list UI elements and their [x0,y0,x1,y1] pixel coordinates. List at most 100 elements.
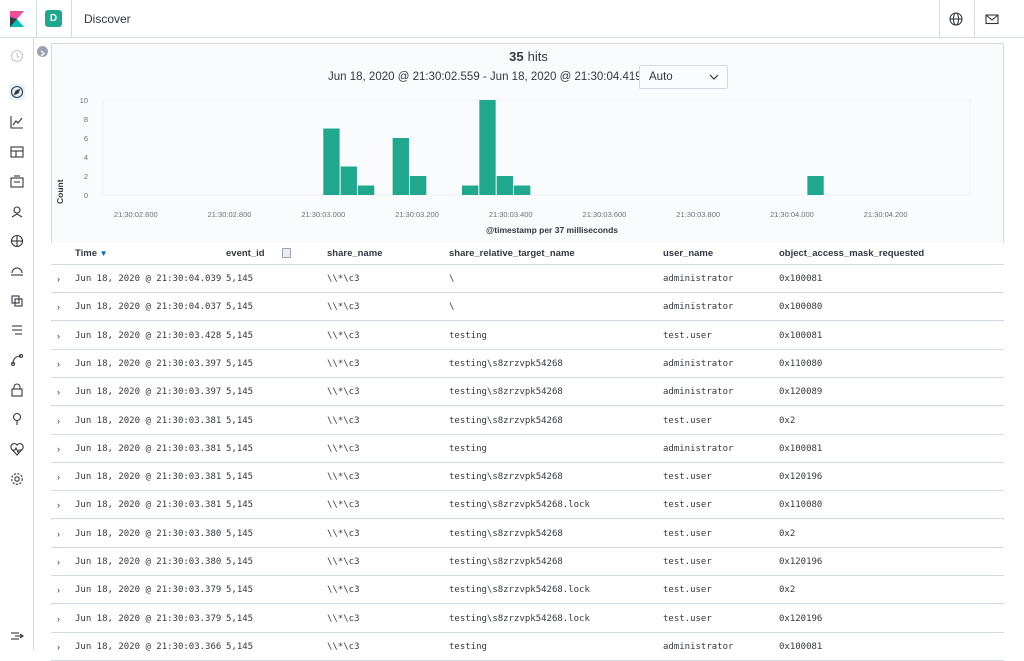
expand-row-icon[interactable]: › [57,472,60,483]
table-row[interactable]: › Jun 18, 2020 @ 21:30:03.379 5,145 \\*\c3 t… [51,604,1004,633]
dock-icon[interactable] [9,628,25,644]
cell-object-access-mask: 0x2 [779,528,796,539]
column-header-object-access-mask-requested[interactable]: object_access_mask_requested [779,248,925,259]
cell-share-name: \\*\c3 [327,557,360,567]
table-row[interactable]: › Jun 18, 2020 @ 21:30:03.428 5,145 \\*\c3 t… [51,321,1004,350]
cell-user-name: test.user [663,500,712,511]
header-divider [939,0,940,38]
sort-down-icon[interactable]: ▼ [99,249,108,258]
cell-time: Jun 18, 2020 @ 21:30:03.381 [75,500,222,511]
table-row[interactable]: › Jun 18, 2020 @ 21:30:03.379 5,145 \\*\c3 t… [51,576,1004,605]
expand-row-icon[interactable]: › [57,274,60,284]
table-row[interactable]: › Jun 18, 2020 @ 21:30:03.380 5,145 \\*\c3 t… [51,548,1004,576]
cell-event-id: 5,145 [226,274,254,284]
uptime-icon[interactable] [9,382,25,398]
x-tick-label: 21:30:03.200 [395,210,439,219]
column-header-share-name[interactable]: share_name [327,248,383,259]
cell-share-relative-target-name: testing [449,443,487,454]
clock-icon[interactable] [9,48,25,64]
globe-icon[interactable] [948,11,964,27]
cell-event-id: 5,145 [226,557,254,567]
infrastructure-icon[interactable] [9,293,25,309]
histogram-bar[interactable] [392,138,409,195]
interval-select[interactable]: Auto [639,65,728,89]
siem-icon[interactable] [9,263,25,279]
canvas-icon[interactable] [9,174,25,190]
cell-event-id: 5,145 [226,443,254,454]
histogram-bar[interactable] [479,100,496,195]
cell-share-name: \\*\c3 [327,443,360,454]
visualize-icon[interactable] [9,114,25,130]
histogram-bar[interactable] [409,176,427,195]
column-header-time[interactable]: Time ▼ [75,248,108,259]
expand-row-icon[interactable]: › [57,302,60,313]
apm-icon[interactable] [9,352,25,368]
expand-row-icon[interactable]: › [57,443,60,454]
table-row[interactable]: › Jun 18, 2020 @ 21:30:03.397 5,145 \\*\c3 t… [51,349,1004,378]
histogram-bar[interactable] [461,185,479,196]
expand-row-icon[interactable]: › [57,585,60,596]
table-row[interactable]: › Jun 18, 2020 @ 21:30:03.366 5,145 \\*\c3 t… [51,632,1004,661]
x-tick-label: 21:30:04.200 [864,210,908,219]
expand-row-icon[interactable]: › [57,415,60,426]
x-tick-label: 21:30:02.600 [114,210,158,219]
cell-share-relative-target-name: testing [449,330,487,341]
cell-object-access-mask: 0x110080 [779,358,823,369]
compass-icon[interactable] [9,84,25,100]
table-row[interactable]: › Jun 18, 2020 @ 21:30:03.380 5,145 \\*\c3 t… [51,519,1004,548]
chart-axes: 10 8 6 4 2 0 21:30:02.600 21:30:02.800 21:30:03.… [80,96,971,219]
table-row[interactable]: › Jun 18, 2020 @ 21:30:03.381 5,145 \\*\c3 t… [51,406,1004,435]
cell-share-relative-target-name: testing\s8zrzvpk54268.lock [449,585,590,596]
logs-icon[interactable] [9,322,25,338]
histogram-bar[interactable] [496,176,514,195]
expand-row-icon[interactable]: › [57,358,60,369]
cell-event-id: 5,145 [226,613,254,624]
table-row[interactable]: › Jun 18, 2020 @ 21:30:03.381 5,145 \\*\c3 t… [51,491,1004,520]
table-row[interactable]: › Jun 18, 2020 @ 21:30:03.397 5,145 \\*\c3 t… [51,378,1004,407]
maps-icon[interactable] [9,204,25,220]
cell-share-name: \\*\c3 [327,500,360,511]
histogram-bar[interactable] [340,166,357,196]
table-row[interactable]: › Jun 18, 2020 @ 21:30:03.381 5,145 \\*\c3 t… [51,434,1004,463]
expand-row-icon[interactable]: › [57,500,60,511]
column-header-event-id[interactable]: event_id [226,248,265,259]
column-header-user-name[interactable]: user_name [663,248,714,259]
dashboard-icon[interactable] [9,144,25,160]
expand-row-icon[interactable]: › [57,528,60,539]
table-row[interactable]: › Jun 18, 2020 @ 21:30:04.037 5,145 \\*\c3 \… [51,293,1004,322]
histogram-bar[interactable] [357,185,375,196]
cell-user-name: administrator [663,274,734,284]
management-icon[interactable] [9,471,25,487]
expand-row-icon[interactable]: › [57,613,60,624]
ml-icon[interactable] [9,233,25,249]
monitoring-icon[interactable] [9,441,25,457]
expand-row-icon[interactable]: › [57,557,60,567]
cell-share-name: \\*\c3 [327,358,360,369]
histogram-chart[interactable]: 10 8 6 4 2 0 21:30:02.600 21:30:02.800 21:30:03.… [52,94,1003,239]
table-header: Time ▼ event_id share_name share_relativ… [51,243,1004,265]
kibana-logo-icon[interactable] [0,0,36,38]
mail-icon[interactable] [984,11,1000,27]
chevron-down-icon [709,74,719,80]
column-toggle-icon[interactable] [282,248,291,258]
table-row[interactable]: › Jun 18, 2020 @ 21:30:04.039 5,145 \\*\c3 \… [51,265,1004,293]
cell-share-relative-target-name: testing\s8zrzvpk54268 [449,528,563,539]
cell-share-name: \\*\c3 [327,472,360,483]
space-avatar[interactable]: D [45,10,62,27]
histogram-bar[interactable] [807,176,824,195]
column-header-share-relative-target-name[interactable]: share_relative_target_name [449,248,575,259]
collapse-sidebar-button[interactable] [37,46,48,57]
cell-share-relative-target-name: \ [449,302,455,313]
table-row[interactable]: › Jun 18, 2020 @ 21:30:03.381 5,145 \\*\c3 t… [51,463,1004,492]
cell-time: Jun 18, 2020 @ 21:30:03.379 [75,613,222,624]
column-header-label: Time [75,248,98,259]
histogram-bar[interactable] [323,128,340,196]
dev-tools-icon[interactable] [9,411,25,427]
histogram-bar[interactable] [514,185,531,196]
cell-object-access-mask: 0x120089 [779,387,823,398]
expand-row-icon[interactable]: › [57,387,60,398]
cell-event-id: 5,145 [226,528,254,539]
expand-row-icon[interactable]: › [57,641,60,652]
cell-share-relative-target-name: testing\s8zrzvpk54268 [449,557,563,567]
expand-row-icon[interactable]: › [57,330,60,341]
